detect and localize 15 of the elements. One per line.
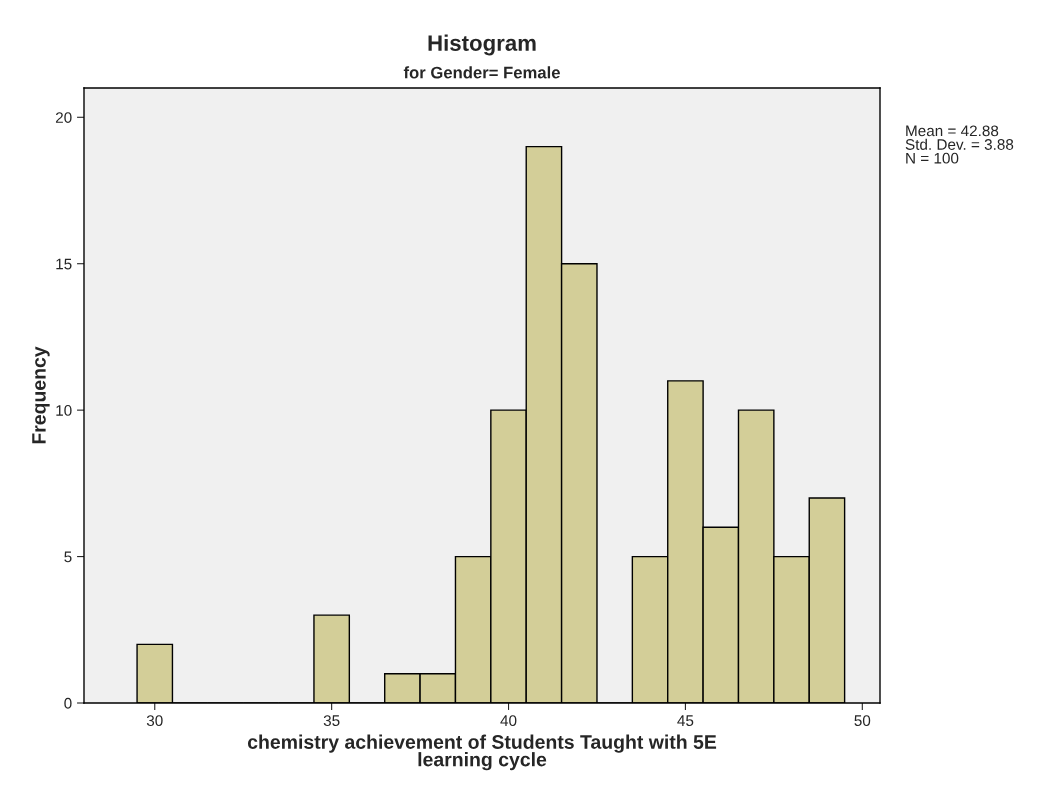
y-tick-label: 10	[56, 405, 72, 416]
y-tick-label: 20	[55, 112, 72, 123]
chart-title: Histogram	[428, 34, 536, 56]
y-tick-label: 15	[56, 258, 72, 270]
chart-subtitle: for Gender= Female	[403, 66, 560, 79]
x-tick-label: 50	[854, 715, 871, 727]
y-axis-title: Frequency	[32, 346, 50, 444]
x-tick-label: 30	[146, 715, 163, 727]
text: Mean = 42.88 Std. Dev. = 3.88 N = 100	[905, 125, 1014, 164]
y-tick-label: 0	[64, 697, 72, 709]
x-tick-label: 35	[323, 715, 340, 727]
x-tick-label: 40	[500, 715, 517, 727]
x-tick-label: 45	[677, 715, 694, 727]
x-axis-title: chemistry achievement of Students Taught with 5E learning cycle	[247, 734, 717, 771]
y-tick-label: 5	[64, 551, 72, 563]
